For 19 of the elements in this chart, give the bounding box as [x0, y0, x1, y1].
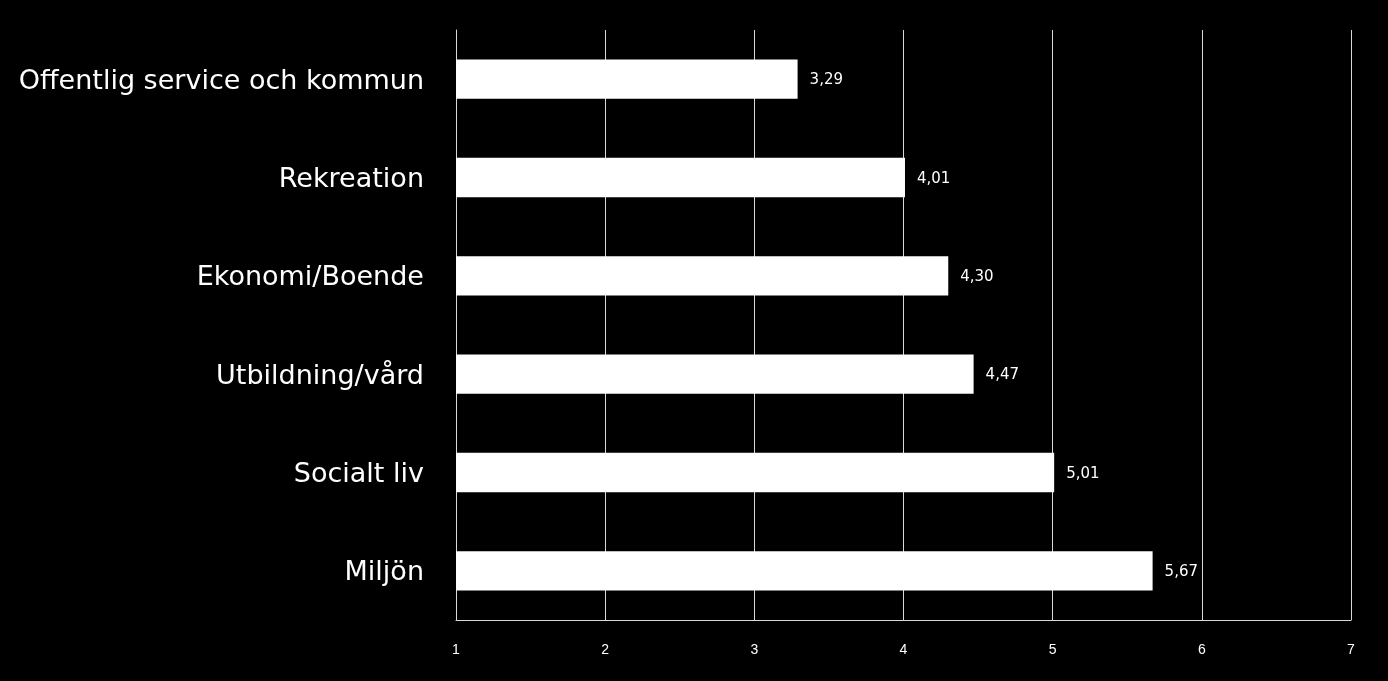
x-tick-label: 6: [1197, 641, 1206, 657]
data-label: 4,01: [916, 168, 951, 187]
x-tick-label: 3: [750, 641, 759, 657]
x-tick-label: 4: [899, 641, 908, 657]
y-tick-label: Utbildning/vård: [216, 358, 424, 390]
data-label: 5,01: [1066, 463, 1100, 482]
y-tick-label: Rekreation: [278, 162, 424, 193]
x-tick-label: 2: [601, 641, 610, 657]
x-tick-label: 7: [1347, 641, 1356, 657]
y-tick-label: Socialt liv: [293, 457, 425, 488]
x-tick-label: 5: [1048, 641, 1057, 657]
y-tick-label: Ekonomi/Boende: [196, 260, 424, 292]
y-tick-label: Offentlig service och kommun: [18, 63, 424, 95]
data-label: 5,67: [1164, 561, 1199, 580]
y-tick-label: Miljön: [344, 555, 424, 587]
data-label: 4,30: [960, 266, 994, 285]
data-label: 4,47: [985, 365, 1020, 384]
data-label: 3,29: [809, 70, 843, 89]
x-tick-label: 1: [452, 641, 461, 657]
